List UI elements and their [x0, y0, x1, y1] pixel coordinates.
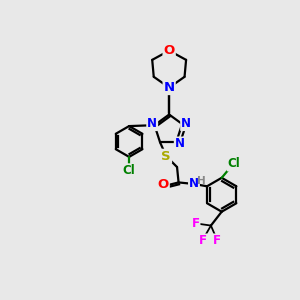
Text: N: N [181, 117, 191, 130]
Text: N: N [164, 81, 175, 94]
Text: Cl: Cl [123, 164, 136, 177]
Text: F: F [213, 235, 221, 248]
Text: S: S [161, 150, 171, 163]
Text: N: N [147, 117, 157, 130]
Text: F: F [191, 217, 200, 230]
Text: N: N [189, 178, 199, 190]
Text: F: F [199, 235, 207, 248]
Text: H: H [196, 176, 205, 186]
Text: Cl: Cl [228, 158, 240, 170]
Text: N: N [175, 137, 185, 150]
Text: O: O [164, 44, 175, 57]
Text: O: O [158, 178, 169, 191]
